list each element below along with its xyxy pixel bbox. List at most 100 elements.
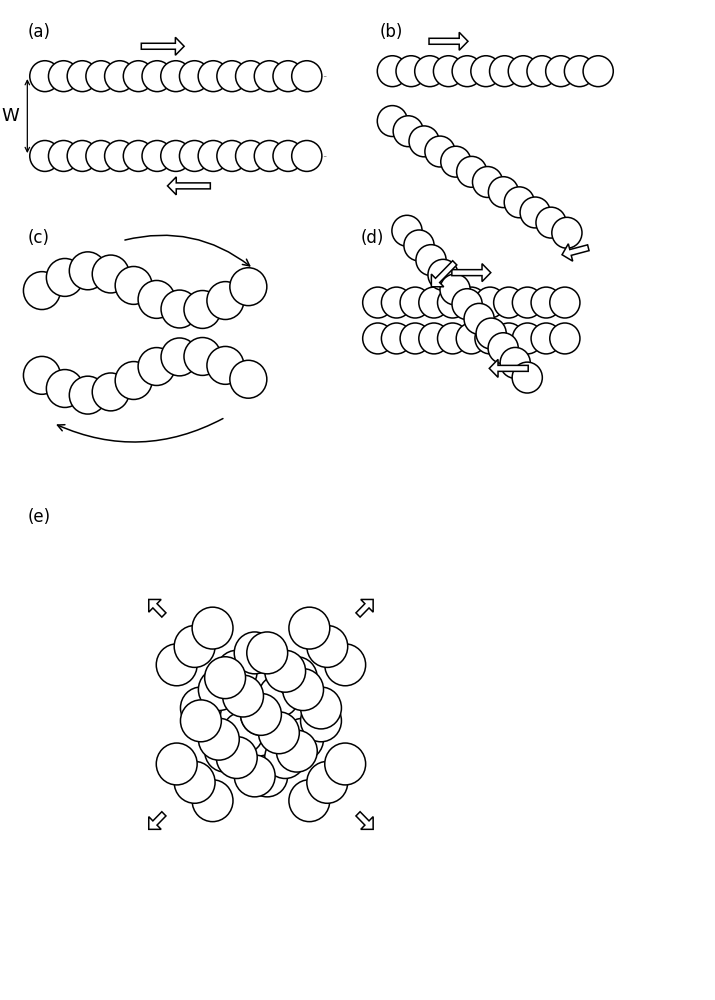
Circle shape — [475, 323, 505, 354]
Circle shape — [400, 323, 430, 354]
Circle shape — [204, 730, 245, 772]
Circle shape — [217, 737, 257, 778]
Circle shape — [493, 323, 524, 354]
Circle shape — [583, 56, 613, 87]
Circle shape — [536, 207, 566, 238]
Circle shape — [30, 141, 60, 171]
Polygon shape — [356, 599, 373, 617]
Circle shape — [488, 177, 518, 208]
Circle shape — [546, 56, 576, 87]
Circle shape — [475, 287, 505, 318]
Circle shape — [393, 116, 423, 147]
Polygon shape — [149, 599, 166, 617]
Polygon shape — [429, 32, 468, 50]
Circle shape — [500, 347, 531, 378]
Circle shape — [265, 737, 305, 778]
Circle shape — [300, 700, 342, 742]
Circle shape — [161, 61, 191, 92]
Circle shape — [180, 687, 222, 729]
Circle shape — [464, 303, 494, 334]
Circle shape — [230, 360, 267, 398]
Circle shape — [325, 644, 365, 686]
Polygon shape — [452, 264, 490, 282]
Circle shape — [289, 607, 330, 649]
Circle shape — [452, 56, 483, 87]
Circle shape — [363, 287, 393, 318]
Circle shape — [92, 255, 129, 293]
Circle shape — [142, 141, 172, 171]
Circle shape — [419, 323, 449, 354]
Circle shape — [277, 657, 317, 699]
Circle shape — [512, 362, 542, 393]
Circle shape — [508, 56, 538, 87]
Circle shape — [476, 318, 506, 349]
Circle shape — [67, 141, 97, 171]
Circle shape — [258, 712, 300, 754]
Circle shape — [456, 323, 486, 354]
Text: (b): (b) — [380, 23, 403, 41]
Circle shape — [179, 61, 209, 92]
Circle shape — [222, 675, 263, 717]
Circle shape — [392, 215, 422, 246]
Polygon shape — [167, 177, 210, 195]
Circle shape — [527, 56, 557, 87]
Circle shape — [531, 287, 561, 318]
Circle shape — [207, 346, 244, 384]
Circle shape — [457, 156, 487, 187]
Circle shape — [488, 333, 518, 364]
Circle shape — [69, 252, 107, 290]
Circle shape — [292, 141, 322, 171]
Circle shape — [46, 258, 84, 296]
Circle shape — [161, 290, 198, 328]
Circle shape — [531, 323, 561, 354]
Circle shape — [24, 356, 61, 394]
Circle shape — [400, 287, 430, 318]
Circle shape — [174, 626, 215, 667]
Circle shape — [378, 106, 408, 137]
Text: W: W — [1, 107, 19, 125]
Circle shape — [69, 376, 107, 414]
Circle shape — [452, 289, 482, 320]
Circle shape — [240, 693, 282, 735]
Circle shape — [46, 370, 84, 407]
Circle shape — [456, 287, 486, 318]
Circle shape — [230, 268, 267, 306]
Circle shape — [409, 126, 439, 157]
Circle shape — [282, 669, 323, 711]
Circle shape — [104, 61, 134, 92]
Circle shape — [198, 141, 228, 171]
Circle shape — [381, 323, 412, 354]
Circle shape — [438, 287, 468, 318]
Circle shape — [115, 362, 152, 399]
Circle shape — [289, 780, 330, 822]
Circle shape — [440, 146, 471, 177]
Circle shape — [240, 693, 282, 735]
Text: (d): (d) — [360, 229, 384, 247]
Circle shape — [378, 56, 408, 87]
Circle shape — [473, 167, 503, 197]
Circle shape — [217, 61, 247, 92]
Circle shape — [282, 718, 323, 760]
Circle shape — [24, 272, 61, 310]
Circle shape — [258, 675, 300, 717]
Circle shape — [174, 761, 215, 803]
Circle shape — [325, 743, 365, 785]
Circle shape — [490, 56, 520, 87]
Circle shape — [235, 755, 275, 797]
Circle shape — [123, 61, 154, 92]
Circle shape — [273, 61, 303, 92]
Circle shape — [67, 61, 97, 92]
Circle shape — [104, 141, 134, 171]
Circle shape — [198, 61, 228, 92]
Circle shape — [520, 197, 551, 228]
Circle shape — [235, 632, 275, 674]
Circle shape — [513, 287, 543, 318]
Text: (e): (e) — [27, 508, 51, 526]
Circle shape — [265, 650, 305, 692]
Polygon shape — [142, 37, 184, 55]
Circle shape — [300, 687, 342, 729]
Circle shape — [425, 136, 455, 167]
Circle shape — [222, 712, 263, 754]
Circle shape — [235, 61, 266, 92]
Text: (c): (c) — [27, 229, 49, 247]
